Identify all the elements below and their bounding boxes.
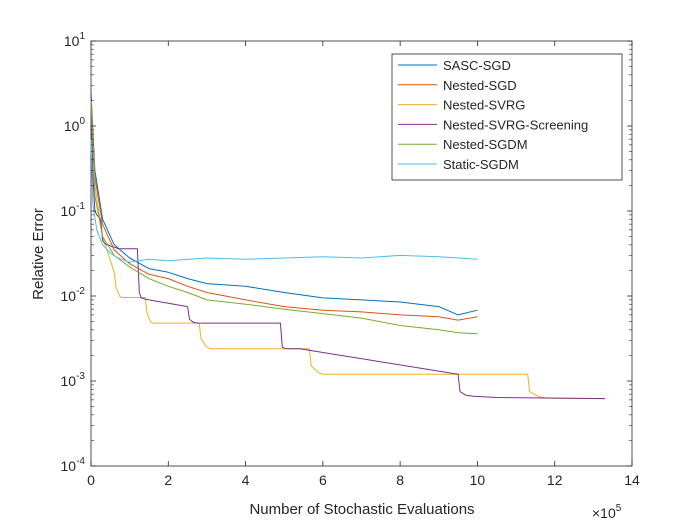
- legend: SASC-SGD Nested-SGD Nested-SVRG Nested-SVRG…: [391, 53, 623, 181]
- y-tick-label: 10-3: [61, 371, 86, 389]
- series-line-nested-svrg: [90, 100, 605, 400]
- x-tick-label: 10: [470, 472, 486, 488]
- y-tick-label: 100: [64, 116, 86, 134]
- x-axis-exponent-power: 5: [616, 503, 622, 514]
- legend-box: [391, 53, 623, 181]
- x-tick-label: 2: [164, 472, 172, 488]
- legend-label: Nested-SVRG: [443, 98, 525, 113]
- ticks-layer: 0 2 4 6 8 10 12 14 10-4 10-3 10-2 10-1 100 101: [61, 31, 640, 488]
- y-tick-label: 10-2: [61, 286, 86, 304]
- x-axis-exponent-base: ×10: [592, 505, 616, 521]
- series-line-sasc-sgd: [90, 92, 478, 316]
- x-tick-label: 14: [624, 472, 640, 488]
- x-tick-label: 12: [547, 472, 563, 488]
- legend-label: Nested-SGD: [443, 78, 517, 93]
- y-tick-label: 101: [64, 31, 86, 49]
- legend-label: Static-SGDM: [443, 157, 519, 172]
- x-axis-exponent: ×105: [592, 503, 622, 521]
- legend-label: Nested-SVRG-Screening: [443, 117, 588, 132]
- series-line-static-sgdm: [90, 139, 478, 263]
- legend-label: SASC-SGD: [443, 58, 511, 73]
- x-tick-label: 8: [396, 472, 404, 488]
- x-tick-label: 0: [87, 472, 95, 488]
- series-line-nested-svrg-screening: [90, 92, 605, 400]
- series-line-nested-sgdm: [90, 100, 478, 335]
- legend-label: Nested-SGDM: [443, 137, 528, 152]
- y-tick-label: 10-1: [61, 201, 86, 219]
- x-tick-label: 4: [242, 472, 250, 488]
- series-line-nested-sgd: [90, 100, 478, 321]
- y-axis-label: Relative Error: [30, 208, 47, 300]
- series-layer: [90, 92, 605, 400]
- x-tick-label: 6: [319, 472, 327, 488]
- y-tick-label: 10-4: [61, 456, 86, 474]
- x-axis-label: Number of Stochastic Evaluations: [249, 501, 474, 518]
